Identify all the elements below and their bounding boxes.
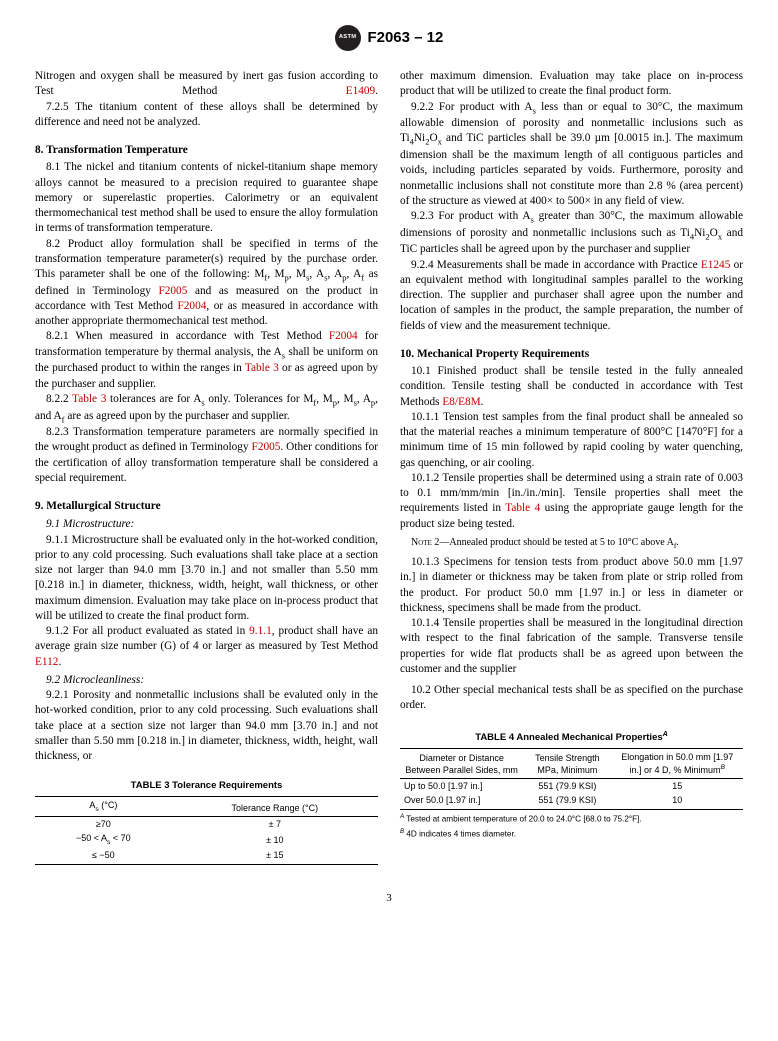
para-924: 9.2.4 Measurements shall be made in acco… <box>400 258 743 334</box>
ref-f2004: F2004 <box>178 300 207 312</box>
t4-h3: Elongation in 50.0 mm [1.97 in.] or 4 D,… <box>612 748 744 778</box>
section-9-head: 9. Metallurgical Structure <box>35 499 378 514</box>
ref-table3: Table 3 <box>245 362 279 374</box>
para-921-cont: other maximum dimension. Evaluation may … <box>400 69 743 100</box>
para-821: 8.2.1 When measured in accordance with T… <box>35 329 378 391</box>
para-1014: 10.1.4 Tensile properties shall be measu… <box>400 616 743 677</box>
table-row: −50 < As < 70± 10 <box>35 831 378 848</box>
ref-table3b: Table 3 <box>72 393 106 405</box>
table-4-title: TABLE 4 Annealed Mechanical PropertiesA <box>400 730 743 745</box>
t3-h1: As (°C) <box>35 797 172 817</box>
para-92-head: 9.2 Microcleanliness: <box>35 673 378 688</box>
para-912: 9.1.2 For all product evaluated as state… <box>35 624 378 670</box>
designation: F2063 – 12 <box>367 28 443 48</box>
ref-f2004b: F2004 <box>329 330 358 342</box>
table-4: TABLE 4 Annealed Mechanical PropertiesA … <box>400 730 743 841</box>
para-81: 8.1 The nickel and titanium contents of … <box>35 160 378 236</box>
table-row: ≥70± 7 <box>35 817 378 832</box>
page-header: F2063 – 12 <box>35 25 743 51</box>
para-923: 9.2.3 For product with As greater than 3… <box>400 209 743 258</box>
ref-table4: Table 4 <box>505 502 540 514</box>
para-911: 9.1.1 Microstructure shall be evaluated … <box>35 533 378 625</box>
para-725: 7.2.5 The titanium content of these allo… <box>35 100 378 131</box>
ref-e1245: E1245 <box>701 259 731 271</box>
table-row: ≤ −50± 15 <box>35 848 378 865</box>
t3-h2: Tolerance Range (°C) <box>172 797 378 817</box>
ref-e8: E8/E8M <box>442 396 480 408</box>
note-2: Note 2—Annealed product should be tested… <box>400 536 743 551</box>
table-3-title: TABLE 3 Tolerance Requirements <box>35 780 378 793</box>
t4-footnote-b: B 4D indicates 4 times diameter. <box>400 828 743 840</box>
para-102: 10.2 Other special mechanical tests shal… <box>400 683 743 714</box>
section-8-head: 8. Transformation Temperature <box>35 143 378 158</box>
t4-h2: Tensile Strength MPa, Minimum <box>523 748 611 778</box>
section-10-head: 10. Mechanical Property Requirements <box>400 347 743 362</box>
para-822: 8.2.2 Table 3 tolerances are for As only… <box>35 392 378 425</box>
para-721-cont: Nitrogen and oxygen shall be measured by… <box>35 69 378 100</box>
para-823: 8.2.3 Transformation temperature paramet… <box>35 425 378 486</box>
para-1012: 10.1.2 Tensile properties shall be deter… <box>400 471 743 532</box>
t4-h1: Diameter or Distance Between Parallel Si… <box>400 748 523 778</box>
table-3: TABLE 3 Tolerance Requirements As (°C) T… <box>35 780 378 865</box>
body-columns: Nitrogen and oxygen shall be measured by… <box>35 69 743 865</box>
ref-911: 9.1.1 <box>249 625 272 637</box>
page-number: 3 <box>35 891 743 906</box>
t4-footnote-a: A Tested at ambient temperature of 20.0 … <box>400 813 743 825</box>
para-82: 8.2 Product alloy formulation shall be s… <box>35 237 378 330</box>
ref-f2005b: F2005 <box>252 441 281 453</box>
para-101: 10.1 Finished product shall be tensile t… <box>400 364 743 410</box>
para-921: 9.2.1 Porosity and nonmetallic inclusion… <box>35 688 378 764</box>
ref-e1409: E1409 <box>346 85 376 97</box>
para-91-head: 9.1 Microstructure: <box>35 517 378 532</box>
ref-e112: E112 <box>35 656 58 668</box>
para-1013: 10.1.3 Specimens for tension tests from … <box>400 555 743 616</box>
para-922: 9.2.2 For product with As less than or e… <box>400 100 743 210</box>
ref-f2005: F2005 <box>158 285 187 297</box>
astm-logo <box>335 25 361 51</box>
table-row: Up to 50.0 [1.97 in.]551 (79.9 KSI)15 <box>400 778 743 793</box>
para-1011: 10.1.1 Tension test samples from the fin… <box>400 410 743 471</box>
table-row: Over 50.0 [1.97 in.]551 (79.9 KSI)10 <box>400 793 743 810</box>
